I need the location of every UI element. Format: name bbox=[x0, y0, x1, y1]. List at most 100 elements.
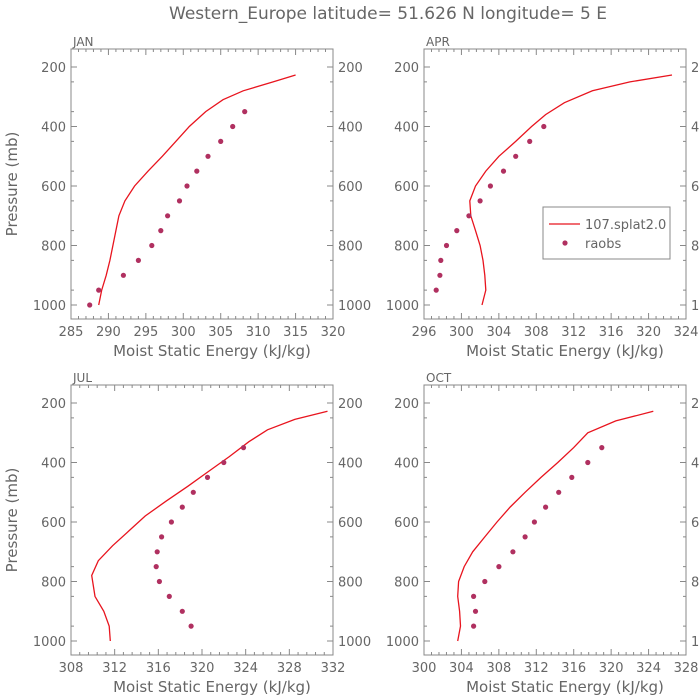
y-tick-label-right: 200 bbox=[691, 61, 700, 76]
y-tick-label-right: 600 bbox=[338, 180, 363, 195]
y-tick-label: 400 bbox=[41, 121, 66, 136]
raobs-point bbox=[585, 459, 591, 466]
x-tick-label: 320 bbox=[599, 661, 624, 676]
x-tick-label: 308 bbox=[524, 325, 549, 340]
y-tick-label-right: 600 bbox=[338, 516, 363, 531]
x-tick-label: 324 bbox=[674, 325, 699, 340]
raobs-point bbox=[556, 489, 562, 495]
raobs-point bbox=[166, 593, 172, 600]
panel-label: OCT bbox=[426, 371, 452, 385]
raobs-point bbox=[221, 459, 227, 466]
y-tick-label-right: 400 bbox=[338, 121, 363, 136]
raobs-point bbox=[165, 213, 171, 219]
panel-oct: 300 304 308 312 316 320 324 328 200 200 400 400 600 6… bbox=[386, 371, 700, 696]
x-axis-label: Moist Static Energy (kJ/kg) bbox=[466, 342, 664, 360]
x-tick-label: 320 bbox=[321, 325, 346, 340]
y-tick-label: 200 bbox=[41, 397, 66, 412]
y-tick-label-right: 800 bbox=[338, 576, 363, 591]
panel-apr: 296 300 304 308 312 316 320 324 200 200 400 400 600 6… bbox=[386, 35, 700, 360]
raobs-point bbox=[240, 445, 247, 451]
y-tick-label-right: 400 bbox=[691, 121, 700, 136]
y-axis-label: Pressure (mb) bbox=[3, 132, 21, 237]
raobs-point bbox=[158, 228, 164, 234]
y-tick-label-right: 600 bbox=[691, 516, 700, 531]
raobs-point bbox=[179, 608, 185, 614]
legend-raobs-marker bbox=[562, 240, 568, 246]
panel-jan: 285 290 295 300 305 310 315 320 200 200 400 400 600 6… bbox=[3, 35, 371, 360]
x-tick-label: 316 bbox=[146, 661, 171, 676]
x-tick-label: 324 bbox=[233, 661, 258, 676]
raobs-point bbox=[454, 228, 460, 234]
x-tick-label: 308 bbox=[486, 661, 511, 676]
raobs-point bbox=[154, 549, 160, 555]
raobs-point bbox=[443, 242, 450, 249]
model-profile-line bbox=[457, 410, 654, 642]
y-tick-label-right: 400 bbox=[338, 457, 363, 472]
y-tick-label-right: 400 bbox=[691, 457, 700, 472]
plot-frame bbox=[423, 384, 687, 656]
y-tick-label: 200 bbox=[394, 397, 419, 412]
raobs-point bbox=[513, 153, 519, 159]
y-tick-label: 800 bbox=[394, 240, 419, 255]
y-tick-label: 400 bbox=[394, 121, 419, 136]
y-tick-label-right: 1000 bbox=[691, 299, 700, 314]
panel-label: JAN bbox=[72, 35, 94, 49]
y-tick-label: 1000 bbox=[386, 299, 419, 314]
y-tick-label-right: 200 bbox=[338, 397, 363, 412]
raobs-point bbox=[204, 474, 211, 480]
y-tick-label: 200 bbox=[41, 61, 66, 76]
plot-frame bbox=[70, 48, 334, 320]
raobs-point bbox=[541, 123, 547, 130]
x-axis-label: Moist Static Energy (kJ/kg) bbox=[113, 342, 311, 360]
raobs-point bbox=[87, 302, 93, 308]
panels: 285 290 295 300 305 310 315 320 200 200 400 400 600 6… bbox=[3, 35, 700, 696]
x-tick-label: 300 bbox=[412, 661, 437, 676]
x-tick-label: 328 bbox=[674, 661, 699, 676]
x-axis-label: Moist Static Energy (kJ/kg) bbox=[466, 678, 664, 696]
raobs-point bbox=[477, 198, 483, 204]
raobs-point bbox=[527, 138, 533, 144]
x-tick-label: 332 bbox=[321, 661, 346, 676]
legend-model-label: 107.splat2.0 bbox=[585, 218, 666, 233]
panel-label: APR bbox=[426, 35, 450, 49]
x-tick-label: 290 bbox=[96, 325, 121, 340]
y-tick-label: 600 bbox=[41, 516, 66, 531]
raobs-point bbox=[194, 168, 200, 174]
x-tick-label: 312 bbox=[102, 661, 127, 676]
y-tick-label: 800 bbox=[394, 576, 419, 591]
x-tick-label: 308 bbox=[59, 661, 84, 676]
raobs-point bbox=[218, 138, 224, 144]
raobs-point bbox=[466, 213, 472, 219]
x-tick-label: 310 bbox=[246, 325, 271, 340]
y-tick-label-right: 1000 bbox=[338, 635, 371, 650]
raobs-point bbox=[159, 534, 165, 540]
raobs-point bbox=[184, 183, 190, 189]
raobs-point bbox=[230, 123, 236, 130]
raobs-point bbox=[168, 519, 174, 525]
x-tick-label: 316 bbox=[599, 325, 624, 340]
raobs-point bbox=[176, 198, 183, 204]
raobs-point bbox=[599, 445, 605, 451]
y-tick-label: 1000 bbox=[33, 635, 66, 650]
panel-jul: 308 312 316 320 324 328 332 200 200 400 400 600 600 8… bbox=[3, 371, 371, 696]
raobs-point bbox=[190, 489, 196, 495]
y-tick-label-right: 800 bbox=[691, 240, 700, 255]
raobs-point bbox=[471, 623, 477, 629]
x-tick-label: 328 bbox=[277, 661, 302, 676]
x-tick-label: 296 bbox=[412, 325, 437, 340]
legend-raobs-label: raobs bbox=[585, 237, 622, 252]
y-tick-label: 600 bbox=[41, 180, 66, 195]
raobs-point bbox=[437, 272, 443, 278]
y-tick-label: 800 bbox=[41, 240, 66, 255]
y-tick-label: 1000 bbox=[33, 299, 66, 314]
y-tick-label-right: 600 bbox=[691, 180, 700, 195]
raobs-point bbox=[482, 578, 488, 585]
x-tick-label: 300 bbox=[449, 325, 474, 340]
y-tick-label-right: 800 bbox=[691, 576, 700, 591]
y-axis-label: Pressure (mb) bbox=[3, 468, 21, 573]
x-tick-label: 304 bbox=[486, 325, 511, 340]
x-tick-label: 324 bbox=[636, 661, 661, 676]
raobs-point bbox=[179, 504, 185, 510]
y-tick-label-right: 800 bbox=[338, 240, 363, 255]
